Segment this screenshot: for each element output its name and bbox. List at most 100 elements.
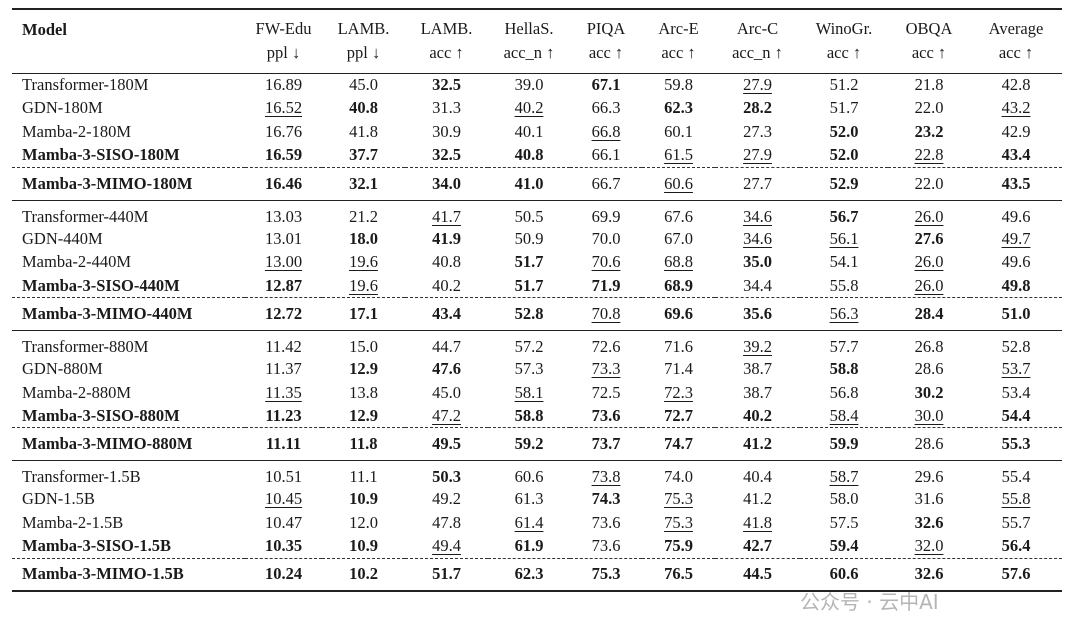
- cell-text: 40.8: [349, 98, 378, 118]
- metric-cell: 49.5: [405, 428, 488, 461]
- cell-text: 43.4: [1001, 145, 1031, 165]
- metric-cell: 19.6: [322, 250, 405, 274]
- cell-text: 19.6: [349, 252, 378, 272]
- metric-cell: 35.0: [715, 250, 800, 274]
- metric-cell: 10.24: [245, 558, 322, 591]
- cell-text: 56.1: [829, 228, 859, 248]
- cell-text: 40.2: [432, 275, 461, 295]
- metric-cell: 26.0: [888, 250, 970, 274]
- metric-cell: 47.2: [405, 404, 488, 428]
- cell-text: 76.5: [664, 564, 693, 584]
- metric-cell: 40.8: [488, 144, 570, 168]
- cell-text: 52.8: [514, 304, 544, 324]
- metric-cell: 40.2: [405, 274, 488, 298]
- cell-text: 51.0: [1001, 304, 1031, 324]
- table-row: GDN-1.5B 10.45 10.9 49.2 61.3 74.3 75.3 41.2 58.…: [12, 487, 1062, 511]
- cell-text: 73.6: [591, 512, 621, 532]
- cell-text: 12.87: [264, 275, 303, 295]
- metric-cell: 52.8: [970, 331, 1062, 358]
- cell-text: 39.2: [743, 337, 772, 357]
- metric-cell: 69.6: [642, 298, 715, 331]
- metric-cell: 41.2: [715, 487, 800, 511]
- model-name: GDN-180M: [12, 97, 245, 121]
- cell-text: 10.24: [264, 564, 303, 584]
- cell-text: GDN-880M: [22, 358, 103, 378]
- model-name: Mamba-3-SISO-880M: [12, 404, 245, 428]
- cell-text: Mamba-2-440M: [22, 252, 132, 272]
- cell-text: 41.7: [432, 206, 461, 226]
- metric-cell: 73.6: [570, 535, 642, 559]
- cell-text: 52.0: [829, 121, 859, 141]
- header-line: PIQA: [586, 19, 626, 39]
- cell-text: 66.1: [591, 145, 621, 165]
- cell-text: 62.3: [664, 98, 693, 118]
- metric-cell: 67.1: [570, 73, 642, 97]
- cell-text: 37.7: [349, 145, 378, 165]
- metric-cell: 26.0: [888, 200, 970, 227]
- metric-cell: 27.6: [888, 227, 970, 251]
- cell-text: 73.3: [591, 358, 621, 378]
- cell-text: 16.46: [264, 173, 303, 193]
- cell-text: GDN-440M: [22, 228, 103, 248]
- header-row: Model FW-Edu ppl ↓ LAMB. ppl ↓ LAMB. acc ↑ Hell…: [12, 9, 1062, 73]
- metric-cell: 75.3: [642, 487, 715, 511]
- cell-text: 30.0: [914, 405, 944, 425]
- metric-cell: 50.5: [488, 200, 570, 227]
- cell-text: 75.3: [664, 512, 693, 532]
- cell-text: 28.2: [743, 98, 772, 118]
- results-table: Model FW-Edu ppl ↓ LAMB. ppl ↓ LAMB. acc ↑ Hell…: [12, 8, 1062, 592]
- header-line: acc ↑: [911, 43, 947, 63]
- metric-cell: 27.9: [715, 73, 800, 97]
- metric-cell: 11.37: [245, 357, 322, 381]
- metric-cell: 57.5: [800, 511, 888, 535]
- cell-text: 10.2: [349, 564, 378, 584]
- table-row: Transformer-880M 11.42 15.0 44.7 57.2 72.6 71.…: [12, 330, 1062, 358]
- metric-cell: 58.7: [800, 461, 888, 488]
- model-name: Mamba-3-MIMO-1.5B: [12, 558, 245, 591]
- cell-text: 55.8: [1001, 489, 1031, 509]
- metric-cell: 67.6: [642, 200, 715, 227]
- table-header: Model FW-Edu ppl ↓ LAMB. ppl ↓ LAMB. acc ↑ Hell…: [12, 9, 1062, 73]
- metric-cell: 59.4: [800, 535, 888, 559]
- cell-text: 32.5: [432, 145, 461, 165]
- metric-cell: 61.5: [642, 144, 715, 168]
- metric-cell: 30.9: [405, 120, 488, 144]
- cell-text: 39.0: [514, 75, 544, 95]
- cell-text: 28.6: [914, 358, 944, 378]
- cell-text: 16.89: [264, 75, 303, 95]
- cell-text: 10.51: [264, 467, 303, 487]
- metric-cell: 74.3: [570, 487, 642, 511]
- cell-text: 50.9: [514, 228, 544, 248]
- metric-cell: 41.2: [715, 428, 800, 461]
- metric-cell: 29.6: [888, 461, 970, 488]
- column-header: Model: [12, 9, 245, 73]
- metric-cell: 21.8: [888, 73, 970, 97]
- model-name: Mamba-2-180M: [12, 120, 245, 144]
- model-name: Mamba-3-SISO-180M: [12, 144, 245, 168]
- cell-text: 11.8: [349, 434, 378, 454]
- column-header: Arc-C acc_n ↑: [715, 9, 800, 73]
- metric-cell: 49.2: [405, 487, 488, 511]
- metric-cell: 57.2: [488, 331, 570, 358]
- cell-text: 58.7: [829, 467, 859, 487]
- cell-text: 35.0: [743, 252, 772, 272]
- header-line: WinoGr.: [815, 19, 873, 39]
- metric-cell: 74.0: [642, 461, 715, 488]
- metric-cell: 58.8: [488, 404, 570, 428]
- metric-cell: 34.0: [405, 167, 488, 200]
- cell-text: 51.7: [514, 275, 544, 295]
- metric-cell: 60.6: [642, 167, 715, 200]
- cell-text: 59.4: [829, 536, 859, 556]
- header-line: Arc-C: [736, 19, 779, 39]
- metric-cell: 22.0: [888, 97, 970, 121]
- table-row: Mamba-2-440M 13.00 19.6 40.8 51.7 70.6 68.8 35.…: [12, 250, 1062, 274]
- metric-cell: 10.9: [322, 487, 405, 511]
- metric-cell: 32.1: [322, 167, 405, 200]
- metric-cell: 35.6: [715, 298, 800, 331]
- cell-text: 35.6: [743, 304, 772, 324]
- metric-cell: 10.35: [245, 535, 322, 559]
- metric-cell: 16.52: [245, 97, 322, 121]
- metric-cell: 28.6: [888, 428, 970, 461]
- table-row: Transformer-440M 13.03 21.2 41.7 50.5 69.9 67.…: [12, 200, 1062, 227]
- cell-text: 17.1: [349, 304, 378, 324]
